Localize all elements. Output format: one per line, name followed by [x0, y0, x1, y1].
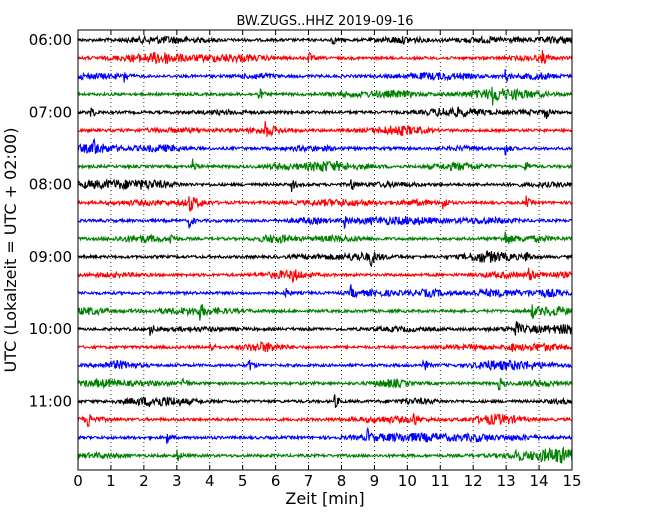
x-tick-label: 14 [530, 472, 549, 490]
x-tick-label: 0 [73, 472, 83, 490]
x-tick-label: 12 [464, 472, 483, 490]
seismogram-trace [77, 50, 573, 65]
x-tick-label: 11 [431, 472, 450, 490]
x-axis-label: Zeit [min] [285, 489, 364, 508]
x-tick-label: 9 [370, 472, 380, 490]
x-tick-label: 7 [304, 472, 314, 490]
x-tick-label: 8 [337, 472, 347, 490]
y-axis-label: UTC (Lokalzeit = UTC + 02:00) [1, 128, 20, 373]
seismogram-trace [77, 215, 573, 230]
seismogram-trace [77, 69, 573, 84]
seismogram-trace [77, 34, 573, 46]
y-axis-ticks: 06:00 07:00 08:00 09:00 10:00 11:00 [29, 31, 572, 410]
plot-frame [77, 29, 573, 471]
x-tick-label: 2 [139, 472, 149, 490]
seismogram-trace [77, 426, 573, 445]
seismogram-trace [77, 195, 573, 212]
seismogram-trace [77, 359, 573, 372]
x-tick-label: 3 [172, 472, 182, 490]
y-tick-label: 07:00 [29, 103, 72, 121]
vertical-gridlines [110, 30, 540, 470]
x-tick-label: 5 [238, 472, 248, 490]
seismogram-traces [77, 34, 573, 464]
x-tick-label: 6 [271, 472, 281, 490]
seismogram-trace [77, 250, 573, 268]
y-tick-label: 09:00 [29, 248, 72, 266]
seismogram-trace [77, 340, 573, 353]
seismogram-trace [77, 413, 572, 428]
x-tick-label: 1 [106, 472, 116, 490]
seismogram-trace [77, 445, 573, 464]
x-tick-label: 15 [562, 472, 581, 490]
seismogram-trace [77, 121, 573, 138]
seismogram-trace [77, 321, 572, 336]
y-tick-label: 10:00 [29, 320, 72, 338]
seismogram-trace [77, 106, 573, 119]
chart-title: BW.ZUGS..HHZ 2019-09-16 [236, 14, 413, 29]
y-tick-label: 06:00 [29, 31, 72, 49]
seismogram-trace [77, 394, 573, 409]
seismogram-trace [77, 177, 573, 193]
seismogram-trace [77, 158, 572, 172]
seismogram-trace [77, 267, 573, 284]
seismogram-trace [77, 231, 573, 245]
y-tick-label: 08:00 [29, 176, 72, 194]
x-tick-label: 4 [205, 472, 215, 490]
seismogram-trace [77, 86, 573, 106]
y-tick-label: 11:00 [29, 392, 72, 410]
seismogram-trace [77, 377, 573, 391]
seismogram-trace [77, 284, 573, 299]
x-tick-label: 13 [497, 472, 516, 490]
x-axis-ticks: 0 1 2 3 4 5 6 7 8 9 10 11 12 13 14 15 [73, 30, 582, 490]
seismogram-trace [77, 304, 573, 321]
seismogram-trace [77, 137, 573, 156]
x-tick-label: 10 [398, 472, 417, 490]
